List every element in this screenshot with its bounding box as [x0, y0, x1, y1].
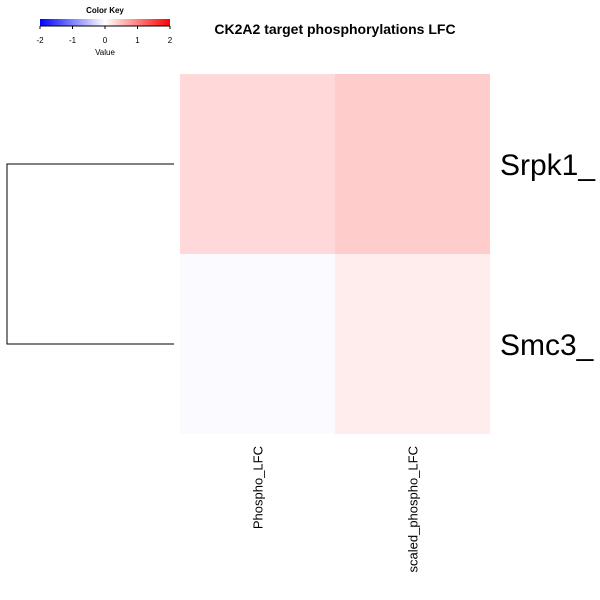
color-key-tick-label: 2: [168, 36, 173, 45]
heatmap-cell: [335, 74, 490, 254]
color-key-title: Color Key: [86, 6, 124, 15]
column-label: scaled_phospho_LFC: [406, 446, 421, 572]
heatmap-cells: [180, 74, 490, 434]
row-label: Smc3_: [500, 329, 595, 362]
color-key-tick-label: 0: [103, 36, 108, 45]
color-key-tick-label: -2: [36, 36, 44, 45]
column-labels: Phospho_LFC scaled_phospho_LFC: [251, 446, 421, 572]
color-key-axis-label: Value: [95, 48, 115, 57]
row-labels: Srpk1_ Smc3_: [500, 149, 596, 362]
dendrogram-branch: [6, 163, 174, 345]
chart-title: CK2A2 target phosphorylations LFC: [214, 21, 455, 37]
heatmap-cell: [180, 254, 335, 434]
row-dendrogram: [6, 163, 174, 345]
color-key-ticks: -2 -1 0 1 2: [36, 26, 173, 45]
color-key-tick-label: 1: [135, 36, 140, 45]
color-key-tick-label: -1: [69, 36, 77, 45]
color-key-bar: [40, 19, 170, 26]
row-label: Srpk1_: [500, 149, 596, 182]
color-key: Color Key -2 -1 0 1 2 Value: [36, 6, 172, 57]
heatmap-cell: [335, 254, 490, 434]
column-label: Phospho_LFC: [251, 446, 266, 529]
heatmap-cell: [180, 74, 335, 254]
